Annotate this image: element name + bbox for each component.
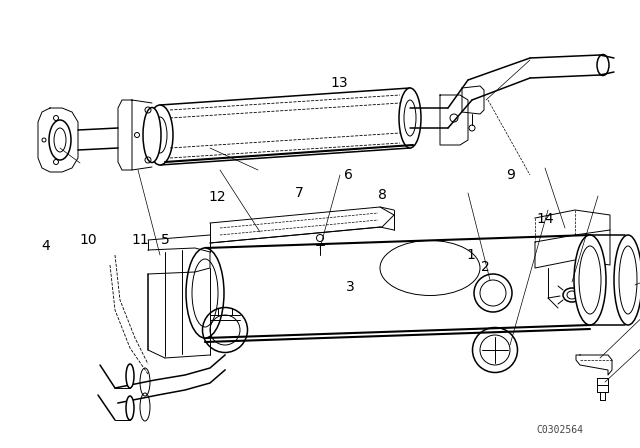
Text: 5: 5 (161, 233, 170, 247)
Ellipse shape (574, 235, 606, 325)
Text: 14: 14 (536, 211, 554, 226)
Text: 10: 10 (79, 233, 97, 247)
Ellipse shape (399, 88, 421, 148)
Text: 9: 9 (506, 168, 515, 182)
Ellipse shape (126, 396, 134, 420)
Text: 3: 3 (346, 280, 355, 294)
Text: 8: 8 (378, 188, 387, 202)
Ellipse shape (186, 248, 224, 338)
Ellipse shape (147, 105, 173, 165)
Text: 7: 7 (295, 185, 304, 200)
Text: 11: 11 (132, 233, 150, 247)
Text: C0302564: C0302564 (536, 425, 584, 435)
Ellipse shape (597, 55, 609, 76)
Text: 6: 6 (344, 168, 353, 182)
Text: 13: 13 (330, 76, 348, 90)
Text: 1: 1 (466, 248, 475, 263)
Text: 2: 2 (481, 259, 490, 274)
Ellipse shape (143, 108, 161, 163)
Text: 12: 12 (209, 190, 227, 204)
Ellipse shape (126, 364, 134, 388)
Text: 4: 4 (42, 238, 51, 253)
Ellipse shape (614, 235, 640, 325)
